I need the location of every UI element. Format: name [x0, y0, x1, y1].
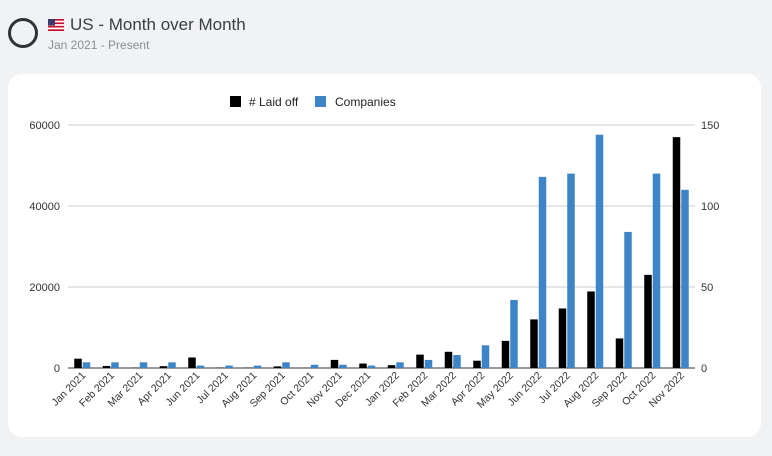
- chart-card: # Laid off Companies 0 20000 40000 60000 0 5…: [8, 74, 761, 437]
- bar-companies[interactable]: [196, 365, 205, 368]
- bar-chart: # Laid off Companies 0 20000 40000 60000 0 5…: [29, 95, 719, 411]
- right-y-tick-label: 0: [701, 363, 707, 375]
- right-y-tick-label: 150: [701, 120, 719, 132]
- bar-laid-off[interactable]: [273, 366, 282, 368]
- right-y-tick-label: 50: [701, 282, 713, 294]
- bar-laid-off[interactable]: [672, 137, 681, 368]
- bar-laid-off[interactable]: [159, 366, 168, 368]
- bar-companies[interactable]: [481, 345, 490, 368]
- bar-companies[interactable]: [82, 362, 91, 368]
- bar-companies[interactable]: [310, 364, 319, 368]
- bar-companies[interactable]: [424, 359, 433, 368]
- legend-label-laid-off: # Laid off: [249, 95, 299, 109]
- legend: # Laid off Companies: [230, 95, 396, 109]
- legend-swatch-companies: [315, 96, 326, 107]
- left-y-tick-label: 60000: [29, 120, 60, 132]
- us-flag-icon: [48, 19, 64, 31]
- bar-laid-off[interactable]: [615, 338, 624, 368]
- bars: [74, 134, 689, 368]
- legend-swatch-laid-off: [230, 96, 241, 107]
- left-y-axis: 0 20000 40000 60000: [29, 120, 60, 375]
- right-y-axis: 0 50 100 150: [701, 120, 719, 375]
- bar-companies[interactable]: [225, 365, 233, 368]
- bar-companies[interactable]: [453, 355, 461, 368]
- bar-laid-off[interactable]: [330, 359, 339, 368]
- bar-laid-off[interactable]: [644, 274, 652, 368]
- bar-laid-off[interactable]: [558, 308, 567, 368]
- bar-companies[interactable]: [396, 362, 404, 368]
- left-y-tick-label: 20000: [29, 282, 60, 294]
- bar-laid-off[interactable]: [74, 358, 82, 368]
- bar-companies[interactable]: [111, 362, 119, 368]
- legend-label-companies: Companies: [335, 95, 396, 109]
- page-title: US - Month over Month: [70, 15, 246, 34]
- bar-companies[interactable]: [652, 173, 661, 368]
- bar-companies[interactable]: [139, 362, 148, 368]
- bar-companies[interactable]: [253, 365, 262, 368]
- bar-companies[interactable]: [510, 299, 518, 368]
- date-range-subtitle: Jan 2021 - Present: [48, 38, 150, 52]
- bar-companies[interactable]: [567, 173, 575, 368]
- bar-companies[interactable]: [595, 134, 604, 368]
- bar-companies[interactable]: [538, 176, 547, 368]
- bar-laid-off[interactable]: [444, 351, 453, 368]
- bar-companies[interactable]: [168, 362, 176, 368]
- bar-companies[interactable]: [339, 364, 347, 368]
- right-y-tick-label: 100: [701, 201, 719, 213]
- title-row: US - Month over Month: [48, 15, 246, 35]
- bar-laid-off[interactable]: [501, 340, 510, 368]
- left-y-tick-label: 0: [54, 363, 60, 375]
- loading-ring-icon: [8, 18, 38, 48]
- bar-laid-off[interactable]: [587, 291, 595, 368]
- bar-laid-off[interactable]: [359, 363, 367, 368]
- bar-laid-off[interactable]: [473, 360, 481, 368]
- bar-laid-off[interactable]: [387, 365, 396, 368]
- bar-companies[interactable]: [624, 231, 632, 368]
- left-y-tick-label: 40000: [29, 201, 60, 213]
- bar-laid-off[interactable]: [188, 357, 196, 368]
- bar-companies[interactable]: [367, 365, 376, 368]
- bar-laid-off[interactable]: [102, 365, 111, 368]
- bar-laid-off[interactable]: [416, 354, 424, 368]
- bar-companies[interactable]: [282, 362, 290, 368]
- chart-header: US - Month over Month Jan 2021 - Present: [0, 0, 772, 70]
- bar-laid-off[interactable]: [530, 319, 538, 368]
- bar-companies[interactable]: [681, 189, 689, 368]
